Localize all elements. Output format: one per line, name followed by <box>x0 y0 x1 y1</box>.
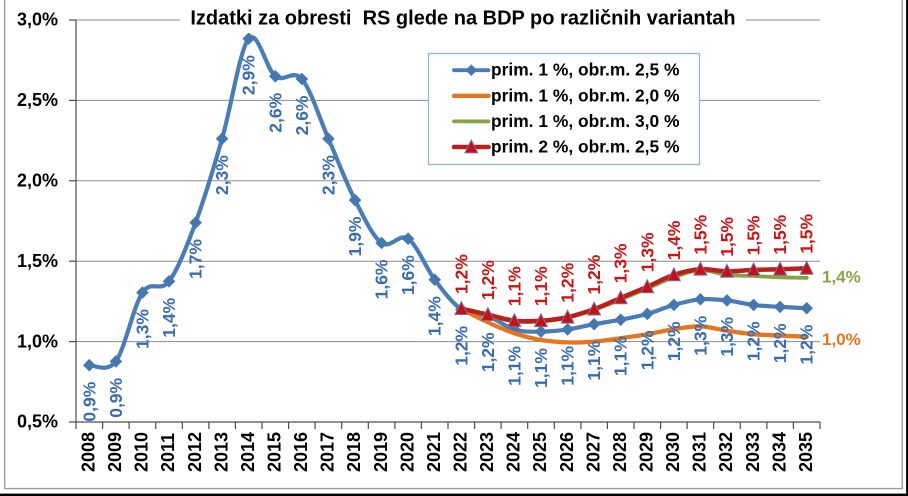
svg-text:1,2%: 1,2% <box>797 324 817 364</box>
svg-text:2015: 2015 <box>265 432 285 472</box>
svg-text:2029: 2029 <box>637 432 657 472</box>
svg-text:1,4%: 1,4% <box>425 296 445 336</box>
svg-text:2032: 2032 <box>716 432 736 472</box>
svg-text:2025: 2025 <box>530 432 550 472</box>
svg-text:2014: 2014 <box>238 432 258 472</box>
svg-text:prim. 1 %, obr.m. 2,0 %: prim. 1 %, obr.m. 2,0 % <box>491 85 679 105</box>
svg-text:0,9%: 0,9% <box>79 381 99 421</box>
svg-text:2,3%: 2,3% <box>318 155 338 195</box>
svg-text:1,0%: 1,0% <box>822 330 861 349</box>
svg-text:1,2%: 1,2% <box>478 332 498 372</box>
svg-text:1,1%: 1,1% <box>611 336 631 376</box>
svg-text:1,1%: 1,1% <box>584 340 604 380</box>
svg-text:1,9%: 1,9% <box>345 216 365 256</box>
svg-text:1,2%: 1,2% <box>664 321 684 361</box>
svg-text:1,2%: 1,2% <box>637 330 657 370</box>
svg-text:2030: 2030 <box>663 432 683 472</box>
svg-text:1,2%: 1,2% <box>584 254 604 294</box>
svg-text:1,1%: 1,1% <box>504 266 524 306</box>
svg-text:prim. 1 %, obr.m. 3,0 %: prim. 1 %, obr.m. 3,0 % <box>491 111 679 131</box>
svg-text:2024: 2024 <box>504 432 524 472</box>
svg-text:2016: 2016 <box>291 432 311 472</box>
svg-text:2031: 2031 <box>690 432 710 472</box>
svg-text:1,5%: 1,5% <box>690 214 710 254</box>
svg-text:prim. 1 %, obr.m. 2,5 %: prim. 1 %, obr.m. 2,5 % <box>491 60 679 80</box>
svg-text:prim. 2 %, obr.m. 2,5 %: prim. 2 %, obr.m. 2,5 % <box>491 137 679 157</box>
svg-text:1,5%: 1,5% <box>770 214 790 254</box>
svg-text:2,5%: 2,5% <box>17 90 58 110</box>
svg-text:2,6%: 2,6% <box>265 92 285 132</box>
svg-text:1,6%: 1,6% <box>372 259 392 299</box>
svg-text:2035: 2035 <box>796 432 816 472</box>
svg-text:1,1%: 1,1% <box>531 266 551 306</box>
svg-text:3,0%: 3,0% <box>17 10 58 30</box>
svg-text:1,1%: 1,1% <box>504 346 524 386</box>
svg-text:1,3%: 1,3% <box>611 243 631 283</box>
svg-text:1,1%: 1,1% <box>531 348 551 388</box>
svg-text:2034: 2034 <box>769 432 789 472</box>
svg-text:1,5%: 1,5% <box>17 251 58 271</box>
svg-text:1,3%: 1,3% <box>637 232 657 272</box>
svg-text:1,2%: 1,2% <box>451 254 471 294</box>
svg-text:2,0%: 2,0% <box>17 171 58 191</box>
svg-text:1,7%: 1,7% <box>186 239 206 279</box>
svg-text:2009: 2009 <box>105 432 125 472</box>
svg-text:1,5%: 1,5% <box>744 215 764 255</box>
svg-text:1,4%: 1,4% <box>664 220 684 260</box>
svg-text:2008: 2008 <box>79 432 99 472</box>
svg-text:2028: 2028 <box>610 432 630 472</box>
svg-text:2013: 2013 <box>211 432 231 472</box>
svg-text:1,2%: 1,2% <box>770 323 790 363</box>
svg-text:1,5%: 1,5% <box>717 216 737 256</box>
svg-text:2027: 2027 <box>583 432 603 472</box>
svg-text:2017: 2017 <box>318 432 338 472</box>
svg-text:1,2%: 1,2% <box>744 321 764 361</box>
svg-text:2033: 2033 <box>743 432 763 472</box>
svg-text:Izdatki za obresti RS glede n: Izdatki za obresti RS glede na BDP po ra… <box>190 8 735 30</box>
svg-text:0,9%: 0,9% <box>106 377 126 417</box>
svg-text:2026: 2026 <box>557 432 577 472</box>
svg-text:0,5%: 0,5% <box>17 412 58 432</box>
svg-text:2020: 2020 <box>397 432 417 472</box>
svg-text:2018: 2018 <box>344 432 364 472</box>
svg-text:1,5%: 1,5% <box>797 213 817 253</box>
svg-text:1,4%: 1,4% <box>822 268 861 287</box>
svg-text:1,2%: 1,2% <box>558 262 578 302</box>
svg-text:2021: 2021 <box>424 432 444 472</box>
svg-text:1,2%: 1,2% <box>451 325 471 365</box>
svg-text:2010: 2010 <box>132 432 152 472</box>
svg-text:2022: 2022 <box>451 432 471 472</box>
svg-text:2,3%: 2,3% <box>212 155 232 195</box>
svg-text:2,9%: 2,9% <box>239 55 259 95</box>
svg-text:2,6%: 2,6% <box>292 95 312 135</box>
svg-text:1,3%: 1,3% <box>717 316 737 356</box>
svg-text:2019: 2019 <box>371 432 391 472</box>
svg-text:1,0%: 1,0% <box>17 331 58 351</box>
svg-text:2011: 2011 <box>158 433 178 472</box>
svg-text:1,3%: 1,3% <box>690 315 710 355</box>
svg-text:1,3%: 1,3% <box>132 309 152 349</box>
svg-text:1,4%: 1,4% <box>159 297 179 337</box>
svg-text:1,1%: 1,1% <box>558 345 578 385</box>
svg-text:2023: 2023 <box>477 432 497 472</box>
svg-text:2012: 2012 <box>185 432 205 472</box>
svg-text:1,6%: 1,6% <box>398 255 418 295</box>
svg-text:1,2%: 1,2% <box>478 260 498 300</box>
